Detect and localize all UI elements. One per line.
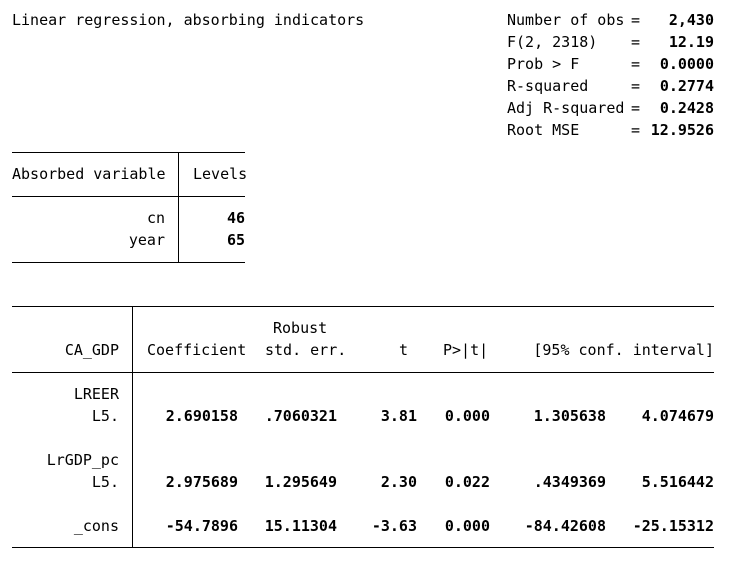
divider	[12, 152, 245, 153]
absorbed-levels: 46	[226, 209, 245, 227]
stat-label-adjr2: Adj R-squared	[507, 99, 625, 117]
header-p: P>|t|	[443, 341, 489, 359]
stat-label-prob: Prob > F	[507, 55, 580, 73]
stat-value-r2: 0.2774	[659, 77, 714, 95]
header-conf-interval: [95% conf. interval]	[533, 341, 714, 359]
header-t: t	[398, 341, 408, 359]
row-ci-low: -84.42608	[524, 517, 606, 535]
absorbed-header-variable: Absorbed variable	[12, 165, 166, 183]
stat-eq: =	[631, 11, 641, 29]
stat-value-f: 12.19	[668, 33, 714, 51]
row-se: 1.295649	[264, 473, 337, 491]
stat-value-prob: 0.0000	[659, 55, 714, 73]
row-coef: 2.975689	[165, 473, 238, 491]
divider	[132, 306, 133, 547]
stat-value-obs: 2,430	[668, 11, 714, 29]
stat-eq: =	[631, 55, 641, 73]
stat-eq: =	[631, 33, 641, 51]
row-t: 3.81	[380, 407, 417, 425]
stat-label-r2: R-squared	[507, 77, 589, 95]
row-lag: L5.	[91, 473, 119, 491]
row-var-name: _cons	[73, 517, 119, 535]
row-ci-low: 1.305638	[533, 407, 606, 425]
header-std-err: std. err.	[265, 341, 347, 359]
row-p: 0.000	[444, 407, 490, 425]
divider	[12, 262, 245, 263]
header-robust: Robust	[273, 319, 328, 337]
row-t: -3.63	[371, 517, 417, 535]
divider	[12, 372, 714, 373]
header-depvar: CA_GDP	[64, 341, 119, 359]
divider	[178, 152, 179, 262]
row-coef: -54.7896	[165, 517, 238, 535]
row-var-name: LrGDP_pc	[46, 451, 119, 469]
row-lag: L5.	[91, 407, 119, 425]
stat-label-obs: Number of obs	[507, 11, 625, 29]
row-ci-high: -25.15312	[632, 517, 714, 535]
row-ci-high: 5.516442	[641, 473, 714, 491]
row-p: 0.022	[444, 473, 490, 491]
header-coefficient: Coefficient	[147, 341, 247, 359]
stat-label-rmse: Root MSE	[507, 121, 580, 139]
row-p: 0.000	[444, 517, 490, 535]
absorbed-levels: 65	[226, 231, 245, 249]
absorbed-var-name: year	[128, 231, 165, 249]
row-var-name: LREER	[73, 385, 119, 403]
row-coef: 2.690158	[165, 407, 238, 425]
absorbed-var-name: cn	[146, 209, 165, 227]
row-ci-high: 4.074679	[641, 407, 714, 425]
divider	[12, 306, 714, 307]
stat-label-f: F(2, 2318)	[507, 33, 598, 51]
stat-value-rmse: 12.9526	[650, 121, 714, 139]
row-ci-low: .4349369	[533, 473, 606, 491]
divider	[12, 547, 714, 548]
divider	[12, 196, 245, 197]
stat-value-adjr2: 0.2428	[659, 99, 714, 117]
row-se: .7060321	[264, 407, 337, 425]
model-title: Linear regression, absorbing indicators	[12, 11, 365, 29]
stat-eq: =	[631, 77, 641, 95]
stat-eq: =	[631, 99, 641, 117]
row-t: 2.30	[380, 473, 417, 491]
stat-eq: =	[631, 121, 641, 139]
absorbed-header-levels: Levels	[193, 165, 248, 183]
row-se: 15.11304	[264, 517, 337, 535]
